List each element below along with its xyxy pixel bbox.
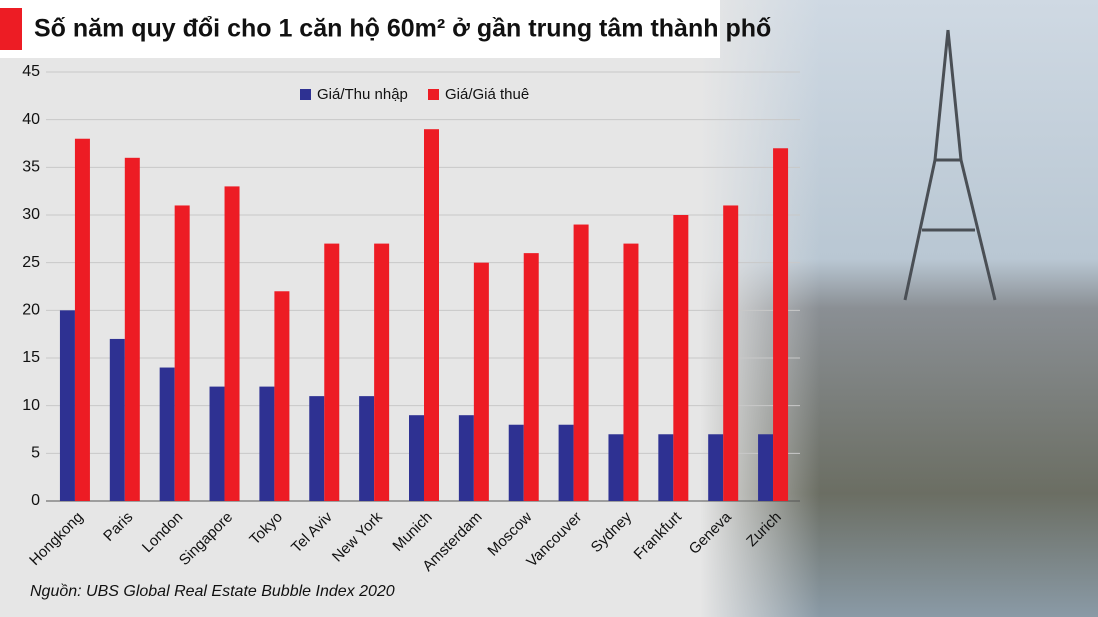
title-accent <box>0 8 22 50</box>
bar <box>773 148 789 501</box>
legend-label: Giá/Giá thuê <box>445 86 529 103</box>
bar <box>458 415 474 501</box>
bar <box>174 205 190 501</box>
y-tick-label: 25 <box>22 254 40 271</box>
bar <box>573 224 589 502</box>
title-bar <box>0 0 720 58</box>
bar <box>708 434 724 501</box>
bar <box>359 396 375 501</box>
bar <box>59 310 75 501</box>
bar <box>324 243 340 501</box>
y-tick-label: 5 <box>31 445 40 462</box>
bar <box>658 434 674 501</box>
bar <box>623 243 639 501</box>
eiffel-tower <box>903 29 997 301</box>
y-tick-label: 40 <box>22 111 40 128</box>
chart-title: Số năm quy đổi cho 1 căn hộ 60m² ở gần t… <box>34 15 771 43</box>
legend-swatch <box>428 89 439 100</box>
bar <box>758 434 774 501</box>
photo-fade <box>700 0 820 617</box>
bar <box>209 386 225 501</box>
y-tick-label: 15 <box>22 349 40 366</box>
y-tick-label: 10 <box>22 397 40 414</box>
y-tick-label: 35 <box>22 159 40 176</box>
bar <box>159 367 175 501</box>
bar <box>473 262 489 501</box>
bar <box>508 424 524 501</box>
bar <box>124 157 140 502</box>
bar <box>424 129 439 501</box>
bar <box>309 396 325 501</box>
y-tick-label: 45 <box>22 63 40 80</box>
bar <box>109 338 125 501</box>
bar <box>224 186 240 501</box>
y-tick-label: 30 <box>22 206 40 223</box>
bar <box>723 205 739 501</box>
bar <box>259 386 275 501</box>
y-tick-label: 0 <box>31 492 40 509</box>
bar <box>608 434 624 501</box>
y-tick-label: 20 <box>22 302 40 319</box>
legend-swatch <box>300 89 311 100</box>
bar <box>409 415 424 501</box>
bar <box>374 243 390 501</box>
source: Nguồn: UBS Global Real Estate Bubble Ind… <box>30 583 395 600</box>
bar <box>673 215 689 501</box>
bar <box>74 138 90 501</box>
bar <box>523 253 539 501</box>
legend-label: Giá/Thu nhập <box>317 86 408 103</box>
bar <box>274 291 290 501</box>
bar <box>558 424 574 501</box>
